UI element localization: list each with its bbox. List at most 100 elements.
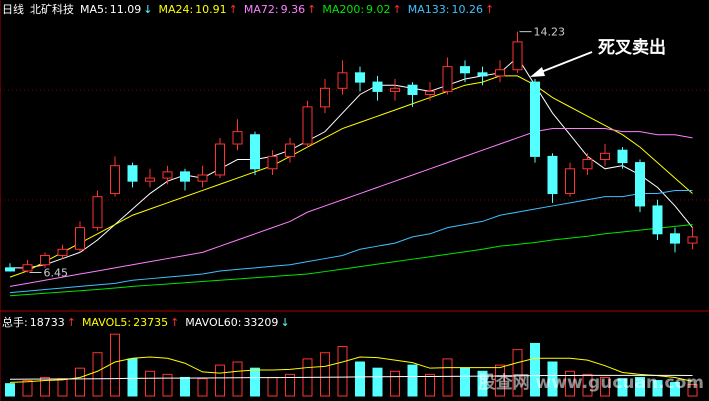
legend-trend: ↓ [280,316,290,329]
high-label: 14.23 [534,26,566,39]
legend-trend: ↑ [392,3,402,16]
volume-bar [390,370,400,397]
volume-ma-line [9,356,693,383]
price-legend: 日线 北矿科技 MA5: 11.09 ↓ MA24: 10.91 ↑ MA72: 9.36 ↑ MA2… [2,1,500,17]
annotation: 死叉卖出 [598,37,666,58]
candle-body [652,205,663,235]
volume-bar [5,383,15,397]
volume-bar [617,378,628,397]
candle-body [670,233,680,244]
volume-bar [40,376,50,397]
candle-body [372,81,383,92]
volume-bar [477,370,488,397]
candle-body [302,106,313,145]
candle-body [215,143,225,176]
watermark: 股查网 www.gucuan.com [479,372,704,393]
legend-trend: ↓ [143,3,153,16]
candle-body [617,149,628,164]
candle-body [197,174,208,182]
volume-bar [652,380,663,397]
volume-bar [232,361,243,397]
candle-body [267,155,278,170]
candle-body [285,143,295,157]
candle-body [232,131,243,145]
volume-bar [565,370,575,397]
legend-trend: ↑ [66,316,76,329]
candle-body [460,66,470,74]
volume-bar [162,373,173,397]
legend-value: 23735 [133,316,169,329]
volume-legend: 总手: 18733 ↑ MAVOL5: 23735 ↑ MAVOL60: 33209 ↓ [2,314,296,330]
volume-bar [285,373,295,397]
legend-label: MA24: [158,3,194,16]
legend-value: 10.26 [451,3,483,16]
legend-value: 9.02 [366,3,391,16]
volume-bar [582,373,593,397]
legend-label: MA200: [322,3,365,16]
volume-bar [460,367,470,397]
candle-body [635,162,645,207]
legend-label: MAVOL5: [81,316,132,329]
volume-bar [355,361,365,397]
ma-line [9,189,693,294]
candle-body [5,267,15,272]
volume-bar [442,358,453,397]
candle-body [92,196,103,229]
period: 日线 [2,3,24,16]
candle-body [162,171,173,179]
legend-label: MA5: [80,3,108,16]
volume-bar [215,364,225,397]
candle-body [495,69,505,77]
candle-body [687,236,698,244]
candle-body [320,87,330,108]
volume-bar [600,376,610,397]
volume-bar [110,333,120,397]
candle-body [110,165,120,195]
candle-body [442,66,453,92]
candle-body [407,84,418,95]
candle-body [390,87,400,92]
volume-bar [512,349,523,397]
legend-trend: ↑ [170,316,180,329]
volume-bar [197,378,208,397]
legend-value: 10.91 [195,3,227,16]
volume-bar [180,376,190,397]
candle-body [512,41,523,71]
legend-value: 11.09 [109,3,142,16]
volume-bar [407,364,418,397]
candle-body [75,227,85,250]
low-label: 6.45 [44,266,69,279]
volume-bar [670,381,680,397]
legend-label: MA72: [243,3,279,16]
candle-body [425,90,435,95]
candle-body [337,72,348,89]
annotation-arrowhead [530,67,545,77]
volume-bar [267,376,278,397]
volume-bar [547,361,558,397]
candle-body [600,152,610,161]
legend-trend: ↑ [484,3,495,16]
volume-bar [635,376,645,397]
candle-body [57,248,68,256]
legend-value: 9.36 [280,3,306,16]
candle-body [180,171,190,182]
legend-trend: ↑ [228,3,238,16]
candle-body [127,165,138,182]
candle-body [547,155,558,195]
ma-line [10,56,693,269]
volume-bar [495,364,505,397]
volume-bar [530,342,540,397]
volume-bar [22,380,33,397]
candle-body [22,264,33,272]
volume-bar [127,358,138,397]
legend-value: 18733 [29,316,65,329]
candle-body [145,177,155,182]
candle-body [477,72,488,77]
legend-label: MA133: [407,3,450,16]
candle-body [565,168,575,195]
annotation-arrow [535,51,593,75]
volume-bar [425,373,435,397]
volume-bar [320,352,330,397]
